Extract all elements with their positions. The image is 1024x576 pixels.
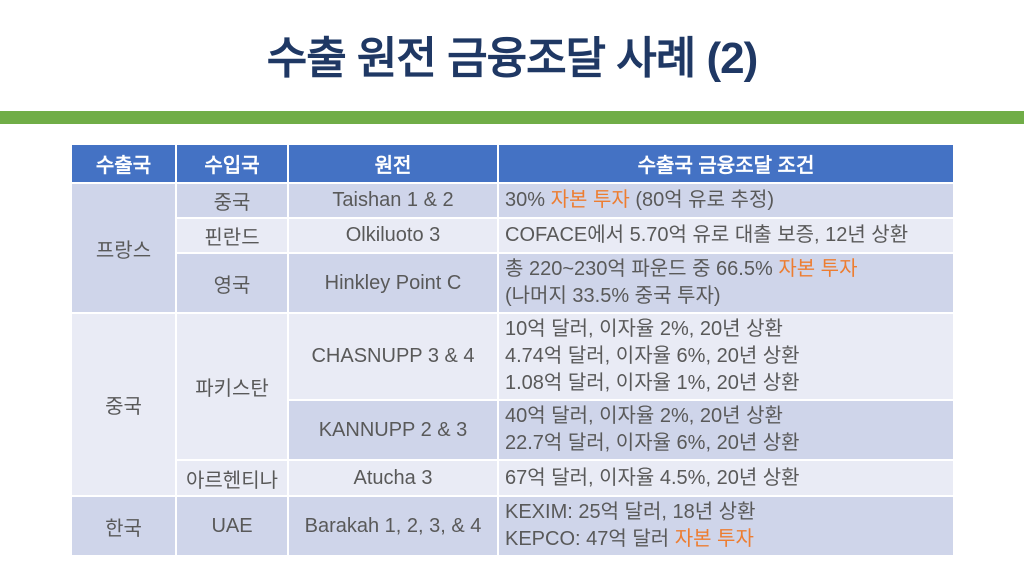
header-conditions: 수출국 금융조달 조건 [497, 143, 955, 184]
cond-highlight: 자본 투자 [778, 258, 858, 280]
table-row: 영국 Hinkley Point C 총 220~230억 파운드 중 66.5… [71, 252, 955, 314]
cond-text: (나머지 33.5% 중국 투자) [505, 285, 721, 307]
cell-importer-pakistan: 파키스탄 [175, 312, 289, 461]
cond-text: KEPCO: 47억 달러 [505, 528, 675, 550]
table-row: 한국 UAE Barakah 1, 2, 3, & 4 KEXIM: 25억 달… [70, 495, 955, 557]
cell-plant-atucha: Atucha 3 [287, 459, 499, 497]
header-plant: 원전 [287, 143, 499, 184]
cond-line: KEXIM: 25억 달러, 18년 상환 [505, 499, 947, 526]
cond-text: 22.7억 달러, 이자율 6%, 20년 상환 [505, 432, 800, 454]
cond-text: 67억 달러, 이자율 4.5%, 20년 상환 [505, 466, 800, 489]
financing-table: 수출국 수입국 원전 수출국 금융조달 조건 프랑스 중국 Taishan 1 … [70, 143, 955, 557]
cond-text: 10억 달러, 이자율 2%, 20년 상환 [505, 318, 783, 340]
cell-plant-chasnupp: CHASNUPP 3 & 4 [287, 312, 499, 401]
cell-exporter-france: 프랑스 [70, 182, 177, 314]
cond-line: 1.08억 달러, 이자율 1%, 20년 상환 [505, 370, 947, 397]
cell-plant-barakah: Barakah 1, 2, 3, & 4 [287, 495, 499, 557]
cond-text: 4.74억 달러, 이자율 6%, 20년 상환 [505, 345, 800, 367]
cond-line: KEPCO: 47억 달러 자본 투자 [505, 526, 947, 553]
cell-cond-barakah: KEXIM: 25억 달러, 18년 상환 KEPCO: 47억 달러 자본 투… [497, 495, 955, 557]
cond-line: (나머지 33.5% 중국 투자) [505, 283, 947, 310]
table-header-row: 수출국 수입국 원전 수출국 금융조달 조건 [70, 143, 955, 184]
header-exporter: 수출국 [70, 143, 177, 184]
cell-importer-china: 중국 [175, 182, 289, 219]
header-importer: 수입국 [175, 143, 289, 184]
cond-line: COFACE에서 5.70억 유로 대출 보증, 12년 상환 [505, 222, 947, 249]
cond-line: 총 220~230억 파운드 중 66.5% 자본 투자 [505, 256, 947, 283]
cond-line: 10억 달러, 이자율 2%, 20년 상환 [505, 316, 947, 343]
cond-text: COFACE에서 5.70억 유로 대출 보증, 12년 상환 [505, 224, 909, 246]
table-row: 중국 파키스탄 CHASNUPP 3 & 4 10억 달러, 이자율 2%, 2… [70, 312, 955, 497]
cell-cond-hinkley: 총 220~230억 파운드 중 66.5% 자본 투자 (나머지 33.5% … [497, 252, 955, 314]
cond-line: 40억 달러, 이자율 2%, 20년 상환 [505, 403, 947, 430]
cell-importer-finland: 핀란드 [175, 217, 289, 254]
cell-importer-uk: 영국 [175, 252, 289, 314]
cell-importer-argentina: 아르헨티나 [175, 459, 289, 497]
cond-line: 4.74억 달러, 이자율 6%, 20년 상환 [505, 343, 947, 370]
cell-cond-chasnupp: 10억 달러, 이자율 2%, 20년 상환 4.74억 달러, 이자율 6%,… [497, 312, 955, 401]
slide-title: 수출 원전 금융조달 사례 (2) [266, 34, 758, 83]
cond-text: 30% [505, 189, 551, 211]
table-row: 아르헨티나 Atucha 3 67억 달러, 이자율 4.5%, 20년 상환 [71, 459, 955, 497]
cond-text: (80억 유로 추정) [629, 189, 775, 211]
cell-plant-kannupp: KANNUPP 2 & 3 [287, 399, 499, 461]
table-row: 핀란드 Olkiluoto 3 COFACE에서 5.70억 유로 대출 보증,… [71, 217, 955, 254]
cond-line: 67억 달러, 이자율 4.5%, 20년 상환 [505, 465, 947, 492]
cell-cond-atucha: 67억 달러, 이자율 4.5%, 20년 상환 [497, 459, 955, 497]
cond-highlight: 자본 투자 [550, 189, 630, 211]
cond-text: KEXIM: 25억 달러, 18년 상환 [505, 501, 756, 523]
cond-highlight: 자본 투자 [674, 528, 754, 550]
cond-line: 30% 자본 투자 (80억 유로 추정) [505, 187, 947, 214]
cell-plant-olkiluoto: Olkiluoto 3 [287, 217, 499, 254]
cond-text: 총 220~230억 파운드 중 66.5% [505, 258, 779, 280]
cell-exporter-korea: 한국 [70, 495, 177, 557]
cell-cond-kannupp: 40억 달러, 이자율 2%, 20년 상환 22.7억 달러, 이자율 6%,… [497, 399, 955, 461]
cell-plant-taishan: Taishan 1 & 2 [287, 182, 499, 219]
cell-plant-hinkley: Hinkley Point C [287, 252, 499, 314]
cell-importer-uae: UAE [175, 495, 289, 557]
cond-text: 40억 달러, 이자율 2%, 20년 상환 [505, 405, 783, 427]
cond-text: 1.08억 달러, 이자율 1%, 20년 상환 [505, 372, 800, 394]
table-row: KANNUPP 2 & 3 40억 달러, 이자율 2%, 20년 상환 22.… [71, 399, 955, 461]
title-divider-bar [0, 111, 1024, 124]
cond-line: 22.7억 달러, 이자율 6%, 20년 상환 [505, 430, 947, 457]
cell-cond-taishan: 30% 자본 투자 (80억 유로 추정) [497, 182, 955, 219]
cell-cond-olkiluoto: COFACE에서 5.70억 유로 대출 보증, 12년 상환 [497, 217, 955, 254]
cell-exporter-china: 중국 [70, 312, 177, 497]
table-row: 프랑스 중국 Taishan 1 & 2 30% 자본 투자 (80억 유로 추… [70, 182, 955, 314]
